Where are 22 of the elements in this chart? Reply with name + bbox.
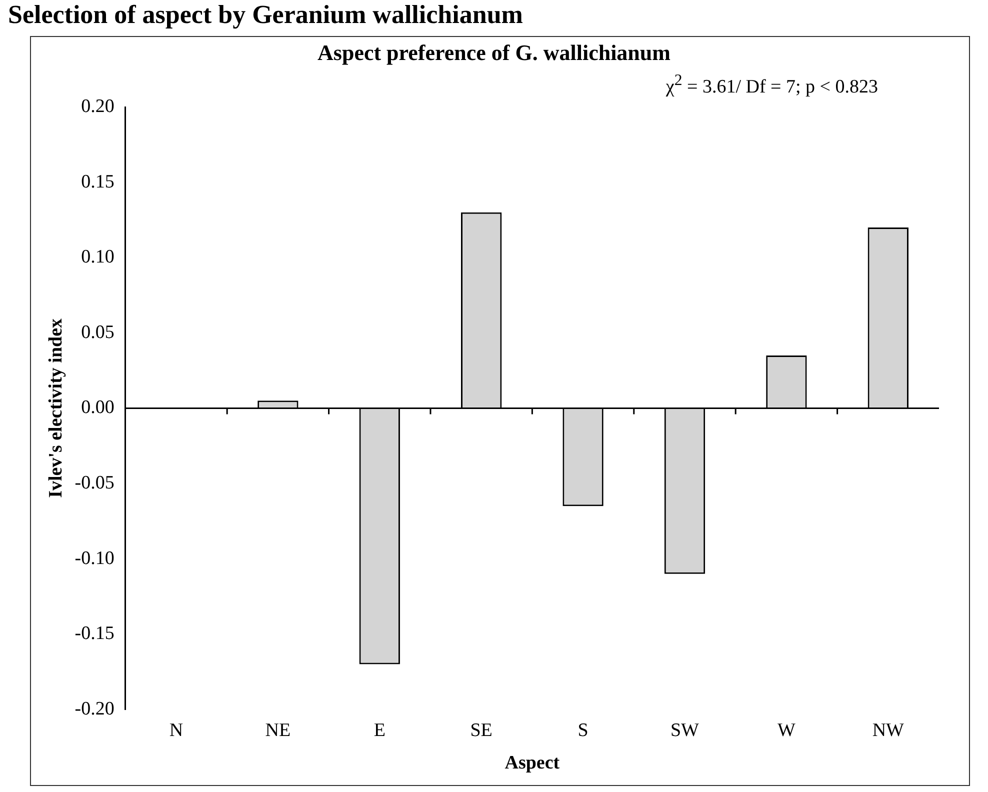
x-axis-title: Aspect [504,752,560,774]
x-tick-label: NW [872,720,904,741]
x-tick-label: S [578,720,588,741]
chart-title: Selection of aspect by Geranium wallichianum [8,0,523,30]
x-tick-label: N [169,720,184,741]
y-axis-title: Ivlev's electivity index [45,318,66,498]
y-tick-label: 0.10 [81,246,114,268]
y-tick-label: 0.00 [81,397,114,418]
y-tick-label: -0.10 [74,548,114,569]
x-tick-label: SE [470,720,492,741]
y-tick-label: 0.15 [81,171,114,192]
y-tick-label: -0.05 [74,472,114,494]
y-tick-label: -0.20 [74,698,114,720]
y-tick-label: 0.20 [81,96,114,117]
chart-subtitle: Aspect preference of G. wallichianum [316,40,672,66]
y-tick-label: -0.15 [74,623,114,644]
text: χ$^{2}$ = 3.61/ Df = 7; p < 0.823 [666,72,878,98]
x-tick-label: E [374,720,386,741]
y-tick-label: 0.05 [81,322,114,343]
x-tick-label: W [777,720,796,741]
x-tick-label: NE [265,720,291,741]
x-tick-label: SW [670,720,700,741]
